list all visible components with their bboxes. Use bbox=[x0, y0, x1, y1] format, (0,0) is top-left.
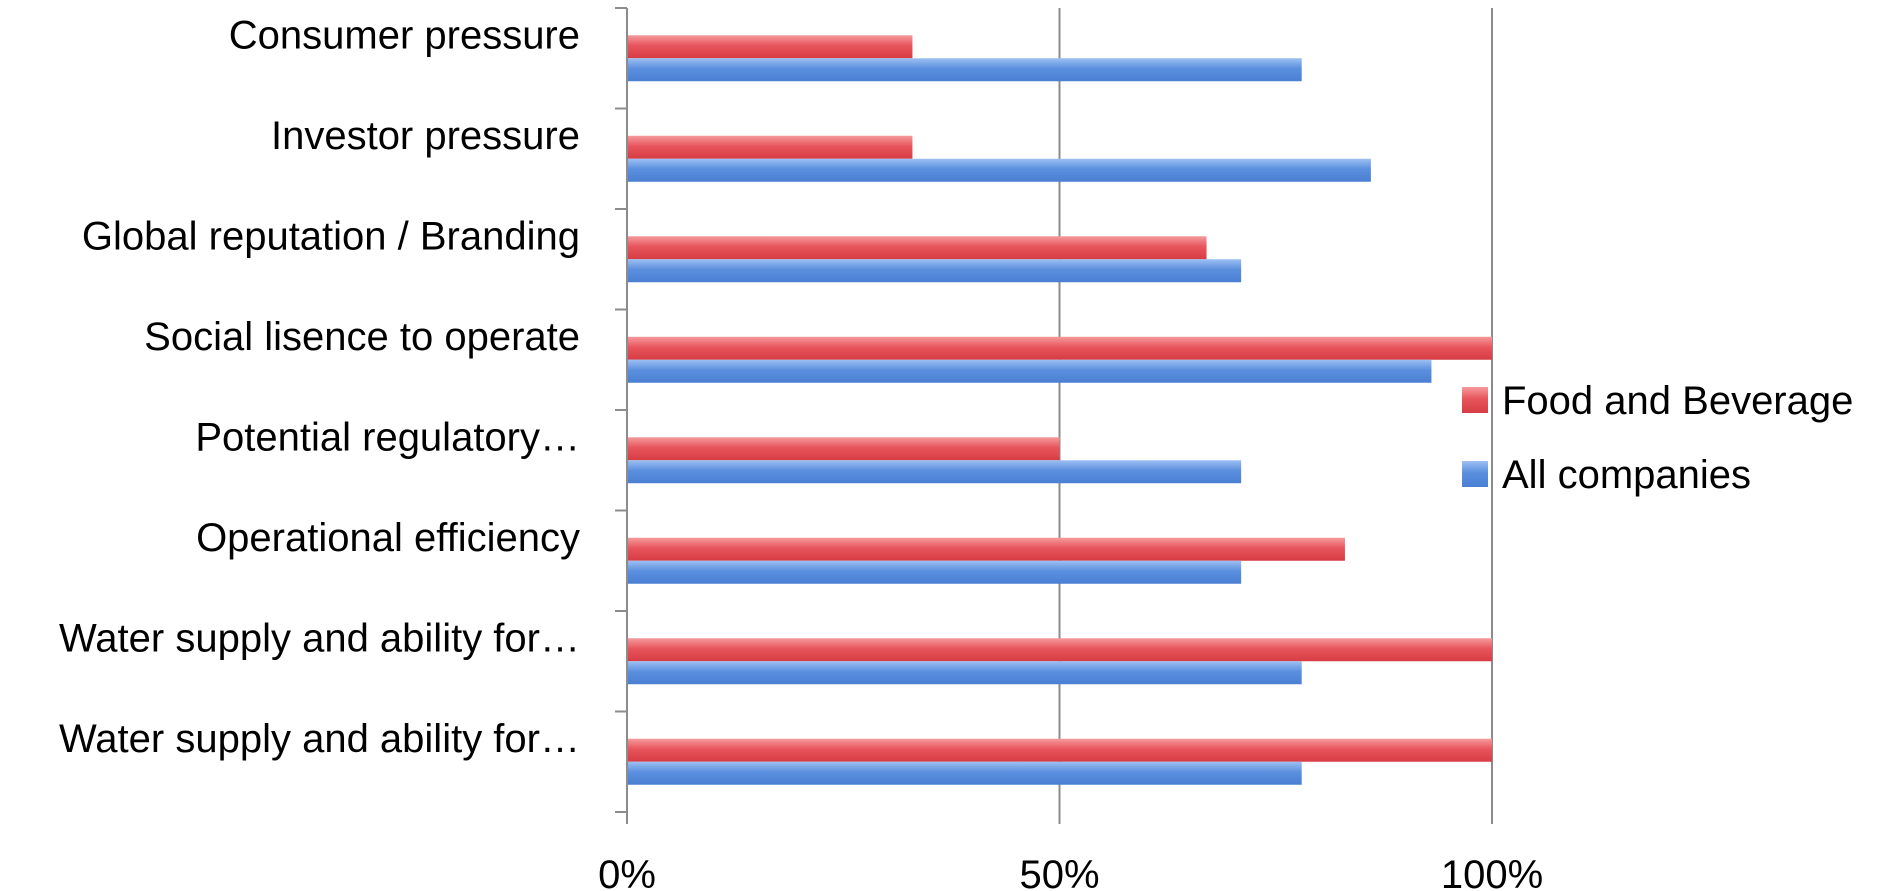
category-label: Operational efficiency bbox=[196, 516, 580, 560]
bar-all-companies bbox=[627, 359, 1432, 383]
category-label: Consumer pressure bbox=[229, 13, 580, 57]
x-tick-label: 50% bbox=[1019, 853, 1099, 891]
bar-all-companies bbox=[627, 560, 1242, 584]
legend: Food and Beverage All companies bbox=[1462, 379, 1853, 497]
bar-food-and-beverage bbox=[627, 437, 1060, 461]
bar-food-and-beverage bbox=[627, 537, 1345, 561]
bar-all-companies bbox=[627, 460, 1242, 484]
bars bbox=[627, 35, 1492, 785]
category-label: Potential regulatory… bbox=[195, 415, 580, 459]
category-label: Investor pressure bbox=[271, 114, 580, 158]
bar-food-and-beverage bbox=[627, 638, 1492, 662]
category-label: Water supply and ability for… bbox=[59, 717, 580, 761]
bar-food-and-beverage bbox=[627, 236, 1207, 260]
category-label: Global reputation / Branding bbox=[82, 214, 580, 258]
category-label: Water supply and ability for… bbox=[59, 616, 580, 660]
bar-food-and-beverage bbox=[627, 35, 913, 59]
bar-all-companies bbox=[627, 58, 1302, 82]
legend-label-all-companies: All companies bbox=[1502, 453, 1751, 497]
legend-swatch-all-companies bbox=[1462, 461, 1488, 487]
bar-all-companies bbox=[627, 761, 1302, 785]
x-tick-label: 100% bbox=[1441, 853, 1543, 891]
axes bbox=[615, 7, 1493, 824]
bar-all-companies bbox=[627, 661, 1302, 685]
bar-all-companies bbox=[627, 259, 1242, 283]
x-tick-label: 0% bbox=[598, 853, 656, 891]
gridlines bbox=[1058, 8, 1493, 812]
legend-label-food-and-beverage: Food and Beverage bbox=[1502, 379, 1853, 423]
labels: Consumer pressure Investor pressure Global… bbox=[59, 13, 1543, 891]
bar-all-companies bbox=[627, 158, 1371, 182]
legend-swatch-food-and-beverage bbox=[1462, 387, 1488, 413]
category-label: Social lisence to operate bbox=[144, 315, 580, 359]
bar-food-and-beverage bbox=[627, 738, 1492, 762]
bar-food-and-beverage bbox=[627, 336, 1492, 360]
bar-food-and-beverage bbox=[627, 135, 913, 159]
